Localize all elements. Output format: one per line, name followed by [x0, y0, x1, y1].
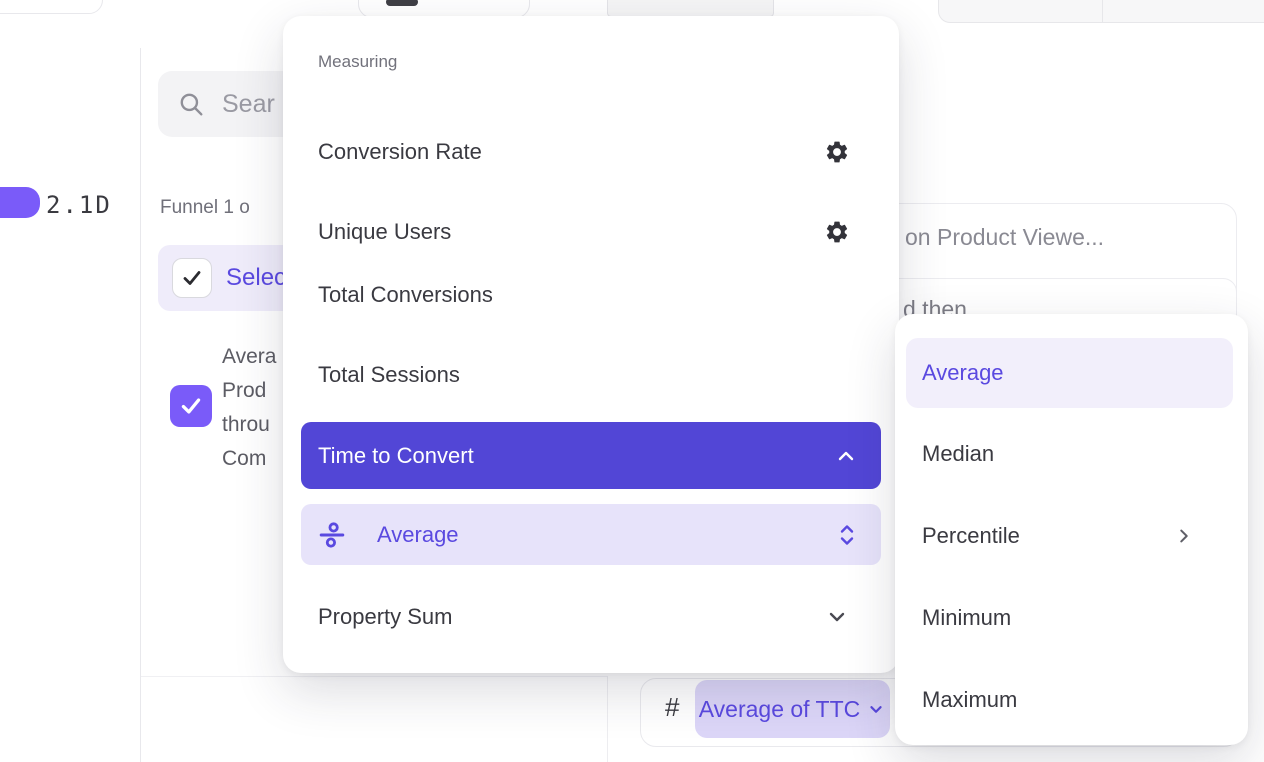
- menu-item-label: Time to Convert: [318, 442, 474, 468]
- step-checkbox[interactable]: [172, 258, 212, 298]
- gear-icon[interactable]: [824, 139, 850, 165]
- metric-description-line: Com: [222, 447, 267, 470]
- menu-item-conversion-rate[interactable]: Conversion Rate: [318, 134, 864, 170]
- checkmark-icon: [181, 398, 201, 414]
- metric-checkbox[interactable]: [170, 385, 212, 427]
- menu-item-total-conversions[interactable]: Total Conversions: [318, 277, 864, 313]
- panel-edge-divider: [607, 676, 608, 762]
- aggregation-item-average[interactable]: Average: [922, 355, 1222, 391]
- background-tab-b[interactable]: [938, 0, 1103, 23]
- menu-item-label: Property Sum: [318, 604, 453, 629]
- metric-description: Avera Prod throu Com: [222, 340, 284, 476]
- menu-item-time-to-convert[interactable]: Time to Convert: [301, 422, 881, 489]
- menu-item-unique-users[interactable]: Unique Users: [318, 214, 864, 250]
- step-label: Selec: [226, 264, 287, 291]
- gear-icon[interactable]: [824, 219, 850, 245]
- measuring-menu-panel: Measuring Conversion Rate Unique Users T…: [283, 16, 899, 673]
- menu-item-property-sum[interactable]: Property Sum: [318, 599, 864, 635]
- menu-item-label: Total Conversions: [318, 282, 493, 307]
- metric-type-symbol: #: [665, 692, 680, 722]
- aggregation-item-maximum[interactable]: Maximum: [922, 682, 1222, 718]
- metric-aggregation-dropdown[interactable]: Average of TTC: [695, 680, 890, 738]
- background-card-top-left: [0, 0, 103, 14]
- aggregation-item-label: Average: [922, 360, 1004, 385]
- aggregation-item-median[interactable]: Median: [922, 436, 1222, 472]
- menu-subitem-label: Average: [377, 521, 459, 547]
- search-icon: [180, 93, 203, 116]
- event-row-text: on Product Viewe...: [905, 224, 1105, 250]
- menu-item-label: Conversion Rate: [318, 139, 482, 164]
- menu-subitem-average[interactable]: Average: [301, 504, 881, 565]
- chevron-down-icon: [870, 706, 882, 713]
- aggregation-item-label: Median: [922, 441, 995, 466]
- aggregation-item-label: Maximum: [922, 687, 1018, 712]
- aggregation-menu-panel: Average Median Percentile Minimum Maximu…: [895, 314, 1248, 745]
- average-icon: [319, 521, 345, 548]
- metric-description-line: Avera: [222, 345, 277, 368]
- card-bottom-divider: [141, 676, 607, 677]
- toolbar-button-icon: [386, 0, 418, 6]
- checkmark-icon: [183, 271, 201, 285]
- chevron-right-icon: [1174, 526, 1194, 546]
- metric-description-line: Prod: [222, 379, 267, 402]
- aggregation-item-label: Percentile: [922, 523, 1020, 548]
- metric-description-line: throu: [222, 413, 270, 436]
- duration-badge-label: 2.1D: [46, 191, 112, 219]
- background-tab-c[interactable]: [1102, 0, 1264, 23]
- menu-section-title: Measuring: [318, 52, 398, 71]
- funnel-counter-label: Funnel 1 o: [160, 197, 250, 218]
- aggregation-item-label: Minimum: [922, 605, 1012, 630]
- menu-item-label: Unique Users: [318, 219, 452, 244]
- aggregation-item-average-highlight[interactable]: [906, 338, 1233, 408]
- vertical-divider: [140, 48, 141, 762]
- aggregation-item-percentile[interactable]: Percentile: [922, 518, 1222, 554]
- background-tab-a[interactable]: [607, 0, 774, 17]
- metric-aggregation-label: Average of TTC: [698, 695, 861, 722]
- chevron-down-icon: [829, 612, 845, 622]
- menu-item-label: Total Sessions: [318, 362, 460, 387]
- duration-badge: [0, 187, 40, 218]
- chevron-up-down-icon: [840, 524, 854, 545]
- search-placeholder: Sear: [222, 89, 275, 118]
- aggregation-item-minimum[interactable]: Minimum: [922, 600, 1222, 636]
- menu-item-total-sessions[interactable]: Total Sessions: [318, 357, 864, 393]
- chevron-up-icon: [838, 451, 854, 460]
